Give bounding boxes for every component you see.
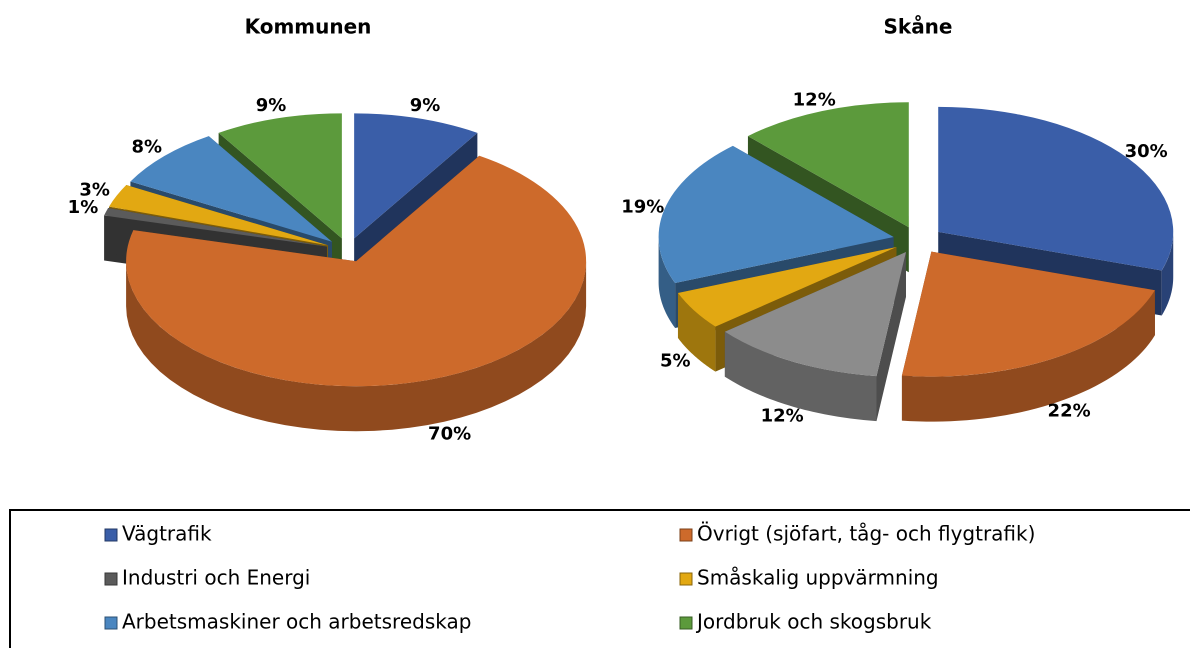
slice-top (747, 102, 909, 228)
slice-side (901, 290, 1155, 422)
pie-slice (724, 252, 906, 422)
legend-swatch (679, 616, 693, 630)
legend-label: Industri och Energi (122, 566, 310, 590)
legend-swatch (104, 572, 118, 586)
legend-swatch (104, 616, 118, 630)
data-label: 1% (68, 197, 99, 218)
data-label: 30% (1125, 141, 1168, 162)
legend-label: Vägtrafik (122, 522, 212, 546)
slice-top (938, 106, 1174, 271)
slice-top (218, 113, 342, 239)
data-label: 22% (1048, 401, 1091, 422)
slice-top (658, 145, 894, 284)
legend-swatch (679, 572, 693, 586)
slice-side (724, 331, 877, 422)
slice-top (354, 113, 478, 239)
slice-side (658, 237, 676, 329)
slice-side (1161, 231, 1174, 316)
data-label: 19% (621, 196, 664, 217)
slice-top (104, 207, 327, 247)
slice-side (677, 293, 716, 372)
chart-title: Kommunen (245, 15, 372, 39)
data-label: 9% (256, 95, 287, 116)
legend-swatch (104, 528, 118, 542)
data-label: 8% (132, 136, 163, 157)
slice-top (901, 251, 1155, 377)
legend-frame (9, 509, 1190, 648)
pie-slice (126, 155, 587, 432)
data-label: 70% (428, 423, 471, 444)
slice-top (677, 246, 897, 327)
chart-title: Skåne (883, 15, 952, 39)
slice-top (126, 155, 587, 387)
legend-label: Arbetsmaskiner och arbetsredskap (122, 610, 471, 634)
pie-slice (901, 251, 1155, 422)
slice-top (109, 184, 328, 246)
data-label: 12% (793, 90, 836, 111)
data-label: 5% (660, 350, 691, 371)
slice-top (130, 136, 332, 242)
legend-swatch (679, 528, 693, 542)
slice-side (126, 261, 587, 432)
legend-label: Jordbruk och skogsbruk (695, 610, 932, 634)
legend-label: Övrigt (sjöfart, tåg- och flygtrafik) (697, 522, 1035, 546)
slice-top (724, 252, 906, 377)
data-label: 12% (761, 405, 804, 426)
data-label: 3% (79, 179, 110, 200)
legend-label: Småskalig uppvärmning (697, 566, 939, 590)
data-label: 9% (410, 95, 441, 116)
